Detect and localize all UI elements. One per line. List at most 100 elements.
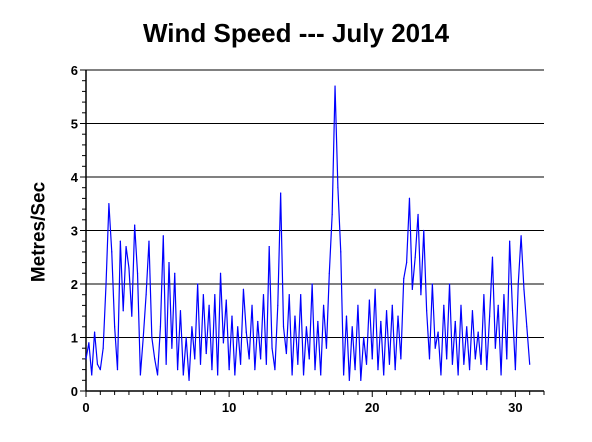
data-point: [400, 358, 402, 360]
data-point: [403, 278, 405, 280]
data-point: [151, 336, 153, 339]
data-point: [343, 374, 345, 376]
data-point: [526, 326, 528, 328]
y-tick-label: 2: [71, 277, 78, 292]
data-point: [480, 363, 482, 365]
data-point: [406, 262, 408, 264]
data-point: [128, 267, 130, 269]
y-tick-label: 6: [71, 63, 78, 78]
data-point: [205, 352, 207, 355]
data-point: [431, 283, 433, 285]
data-point: [265, 363, 267, 365]
data-point: [514, 369, 516, 371]
data-point: [322, 304, 325, 306]
data-point: [391, 304, 393, 306]
data-point: [351, 326, 353, 328]
data-point: [211, 369, 213, 371]
data-point: [437, 331, 439, 333]
data-point: [136, 272, 139, 274]
data-point: [96, 363, 99, 365]
data-point: [297, 363, 299, 365]
data-point: [262, 294, 265, 296]
chart-title: Wind Speed --- July 2014: [142, 18, 450, 48]
data-point: [371, 358, 373, 360]
data-point: [517, 283, 519, 285]
data-point: [188, 379, 190, 381]
data-point: [182, 374, 184, 376]
y-tick-label: 5: [71, 117, 78, 132]
data-point: [529, 363, 531, 365]
data-point: [197, 283, 199, 285]
data-point: [91, 374, 93, 376]
data-point: [222, 342, 224, 344]
data-point: [360, 379, 362, 381]
data-point: [288, 294, 290, 296]
data-point: [523, 288, 525, 290]
data-point: [302, 374, 305, 376]
series-line-0: [85, 85, 531, 381]
data-point: [174, 272, 176, 274]
data-point: [383, 374, 385, 376]
data-point: [105, 283, 107, 285]
data-point: [377, 369, 379, 371]
x-tick-label: 20: [365, 400, 379, 415]
data-point: [199, 363, 202, 365]
data-point: [274, 369, 276, 371]
data-point: [460, 304, 462, 306]
data-point: [497, 304, 499, 306]
data-point: [394, 369, 396, 371]
data-point: [477, 331, 479, 333]
data-point: [397, 315, 399, 317]
data-point: [116, 369, 119, 371]
y-tick-label: 0: [71, 384, 78, 399]
data-point: [320, 374, 322, 376]
data-point: [134, 224, 136, 226]
data-point: [417, 213, 419, 216]
data-point: [500, 374, 502, 376]
data-point: [168, 262, 170, 264]
data-point: [457, 374, 459, 376]
data-point: [471, 310, 474, 312]
data-point: [102, 347, 104, 349]
data-point: [148, 240, 150, 242]
data-point: [248, 358, 250, 360]
data-point: [466, 326, 468, 328]
data-point: [334, 85, 336, 87]
data-point: [486, 369, 488, 371]
data-point: [228, 369, 230, 371]
data-point: [506, 358, 508, 360]
data-point: [363, 336, 365, 339]
data-point: [185, 336, 187, 339]
data-point: [177, 369, 179, 371]
data-point: [426, 310, 428, 312]
data-point: [308, 358, 310, 360]
data-point: [251, 304, 253, 306]
data-point: [239, 363, 242, 365]
y-tick-label: 4: [71, 170, 79, 185]
data-point: [225, 299, 227, 301]
data-point: [385, 310, 388, 312]
data-point: [520, 235, 522, 237]
data-point: [154, 358, 156, 360]
data-point: [108, 203, 110, 205]
data-point: [494, 347, 496, 349]
data-point: [285, 352, 287, 355]
data-point: [368, 299, 370, 301]
data-point: [420, 294, 422, 296]
data-point: [365, 363, 368, 365]
data-point: [345, 315, 348, 317]
data-point: [179, 310, 182, 312]
data-point: [354, 369, 356, 371]
data-point: [348, 379, 350, 381]
data-point: [491, 256, 494, 258]
data-point: [280, 192, 282, 194]
data-point: [448, 283, 451, 285]
data-point: [208, 304, 210, 306]
data-point: [202, 294, 204, 296]
data-point: [93, 331, 96, 333]
data-point: [503, 294, 505, 296]
y-tick-label: 3: [71, 224, 78, 239]
data-point: [314, 369, 316, 371]
